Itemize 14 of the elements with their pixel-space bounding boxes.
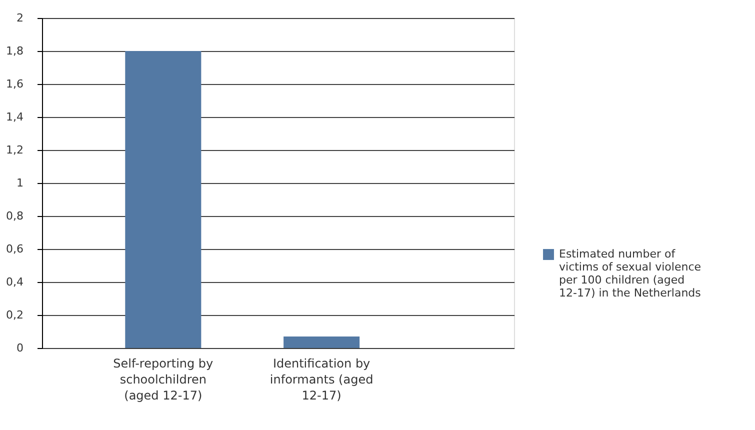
y-tick-label: 1,2 bbox=[6, 144, 24, 156]
y-tick-label: 0 bbox=[16, 342, 24, 354]
y-tick-label: 2 bbox=[16, 12, 24, 24]
y-tick-label: 0,2 bbox=[6, 308, 24, 322]
legend-label: Estimated number of victims of sexual violence per 100 children (aged 12-17) in the Netherlands bbox=[559, 248, 702, 300]
x-tick-label: Self-reporting by schoolchildren (aged 12-17) bbox=[113, 356, 214, 402]
y-tick-label: 0,4 bbox=[6, 276, 24, 288]
y-tick-label: 1,8 bbox=[6, 44, 24, 58]
y-tick-label: 1,6 bbox=[6, 78, 24, 90]
y-tick-label: 0,6 bbox=[6, 242, 24, 256]
y-tick-label: 1,4 bbox=[6, 110, 24, 124]
x-tick-label: Identification by informants (aged 12-17) bbox=[270, 356, 374, 402]
y-tick-label: 1 bbox=[16, 176, 24, 190]
y-tick-label: 0,8 bbox=[6, 210, 24, 222]
